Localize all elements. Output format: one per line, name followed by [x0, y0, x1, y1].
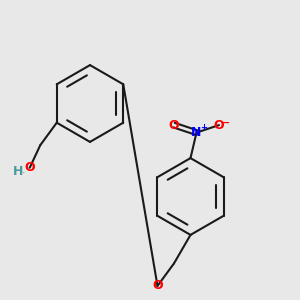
Text: +: +	[200, 123, 208, 132]
Text: −: −	[222, 118, 231, 128]
Text: N: N	[191, 126, 202, 139]
Text: O: O	[214, 118, 224, 132]
Text: O: O	[152, 279, 163, 292]
Text: O: O	[169, 118, 179, 132]
Text: O: O	[24, 161, 35, 174]
Text: H: H	[13, 165, 23, 178]
Text: ·: ·	[22, 168, 26, 178]
